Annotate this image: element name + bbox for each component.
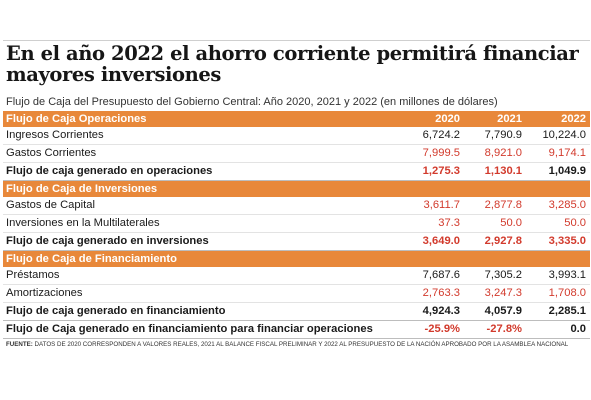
cell-2020: 3,611.7	[398, 197, 464, 215]
section-title: Flujo de Caja Operaciones	[3, 111, 398, 127]
cell-2020: 4,924.3	[398, 302, 464, 321]
headline: En el año 2022 el ahorro corriente permi…	[6, 42, 579, 86]
cell-2021: 50.0	[464, 214, 526, 233]
cell-2022: 0.0	[526, 320, 590, 339]
table-row: Préstamos 7,687.6 7,305.2 3,993.1	[3, 267, 590, 285]
cell-2020: 7,999.5	[398, 144, 464, 163]
section-title: Flujo de Caja de Financiamiento	[3, 250, 590, 267]
cell-2022: 10,224.0	[526, 127, 590, 145]
infographic: En el año 2022 el ahorro corriente permi…	[3, 0, 590, 400]
cell-2020: 6,724.2	[398, 127, 464, 145]
cell-2021: 4,057.9	[464, 302, 526, 321]
final-row: Flujo de Caja generado en financiamiento…	[3, 320, 590, 339]
cell-2020: 37.3	[398, 214, 464, 233]
table-row: Gastos de Capital 3,611.7 2,877.8 3,285.…	[3, 197, 590, 215]
cell-2020: 2,763.3	[398, 284, 464, 303]
cell-2022: 1,049.9	[526, 162, 590, 181]
cell-2020: 7,687.6	[398, 267, 464, 285]
total-row: Flujo de caja generado en operaciones 1,…	[3, 162, 590, 181]
row-label: Préstamos	[3, 267, 398, 285]
table-row: Gastos Corrientes 7,999.5 8,921.0 9,174.…	[3, 144, 590, 163]
year-header-2021: 2021	[464, 111, 526, 127]
row-label: Flujo de caja generado en operaciones	[3, 162, 398, 181]
cell-2021: 2,927.8	[464, 232, 526, 251]
table-row: Ingresos Corrientes 6,724.2 7,790.9 10,2…	[3, 127, 590, 145]
section-header-operaciones: Flujo de Caja Operaciones 2020 2021 2022	[3, 111, 590, 127]
row-label: Gastos Corrientes	[3, 144, 398, 163]
cell-2022: 50.0	[526, 214, 590, 233]
row-label: Flujo de caja generado en financiamiento	[3, 302, 398, 321]
cell-2022: 3,335.0	[526, 232, 590, 251]
cell-2022: 1,708.0	[526, 284, 590, 303]
cell-2022: 3,993.1	[526, 267, 590, 285]
cell-2020: 3,649.0	[398, 232, 464, 251]
cell-2021: 1,130.1	[464, 162, 526, 181]
cash-flow-table: Flujo de Caja Operaciones 2020 2021 2022…	[3, 111, 590, 339]
section-title: Flujo de Caja de Inversiones	[3, 180, 590, 197]
cell-2021: 8,921.0	[464, 144, 526, 163]
row-label: Amortizaciones	[3, 284, 398, 303]
section-header-inversiones: Flujo de Caja de Inversiones	[3, 180, 590, 197]
top-divider	[3, 40, 590, 41]
table-row: Amortizaciones 2,763.3 3,247.3 1,708.0	[3, 284, 590, 303]
cell-2022: 9,174.1	[526, 144, 590, 163]
cell-2022: 2,285.1	[526, 302, 590, 321]
year-header-2020: 2020	[398, 111, 464, 127]
row-label: Ingresos Corrientes	[3, 127, 398, 145]
source-note: FUENTE: DATOS DE 2020 CORRESPONDEN A VAL…	[6, 341, 591, 348]
row-label: Inversiones en la Multilaterales	[3, 214, 398, 233]
table-row: Inversiones en la Multilaterales 37.3 50…	[3, 214, 590, 233]
section-header-financiamiento: Flujo de Caja de Financiamiento	[3, 250, 590, 267]
cell-2021: 7,790.9	[464, 127, 526, 145]
cell-2020: 1,275.3	[398, 162, 464, 181]
source-text: DATOS DE 2020 CORRESPONDEN A VALORES REA…	[34, 341, 569, 348]
row-label: Flujo de Caja generado en financiamiento…	[3, 320, 398, 339]
cell-2021: 2,877.8	[464, 197, 526, 215]
cell-2022: 3,285.0	[526, 197, 590, 215]
cell-2020: -25.9%	[398, 320, 464, 339]
row-label: Flujo de caja generado en inversiones	[3, 232, 398, 251]
row-label: Gastos de Capital	[3, 197, 398, 215]
cell-2021: 3,247.3	[464, 284, 526, 303]
subtitle: Flujo de Caja del Presupuesto del Gobier…	[6, 96, 498, 108]
cell-2021: 7,305.2	[464, 267, 526, 285]
cell-2021: -27.8%	[464, 320, 526, 339]
year-header-2022: 2022	[526, 111, 590, 127]
source-label: FUENTE:	[6, 341, 33, 348]
total-row: Flujo de caja generado en financiamiento…	[3, 302, 590, 321]
total-row: Flujo de caja generado en inversiones 3,…	[3, 232, 590, 251]
